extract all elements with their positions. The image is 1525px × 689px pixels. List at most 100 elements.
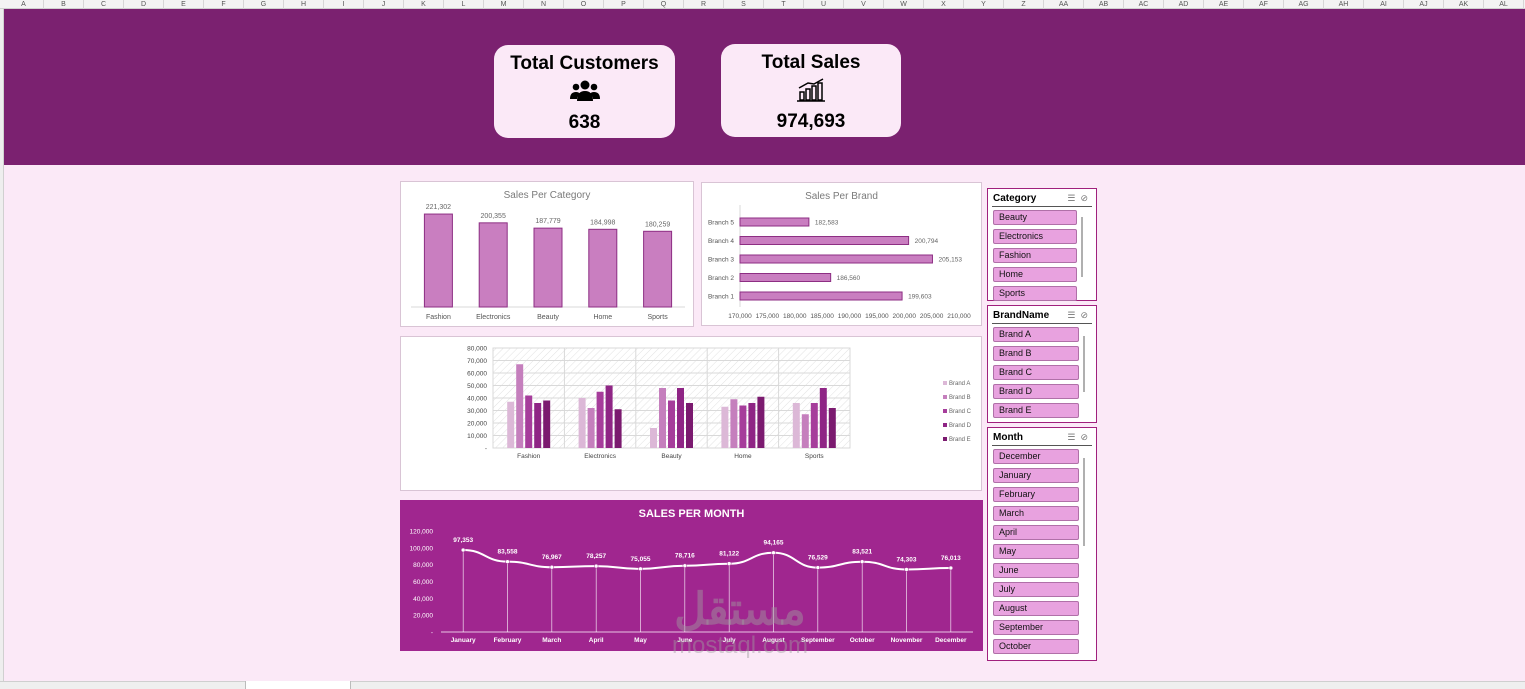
column-header-i[interactable]: I [324, 0, 364, 9]
slicer-category-item[interactable]: Electronics [993, 229, 1077, 244]
grouped-bar [516, 364, 524, 448]
column-header-ae[interactable]: AE [1204, 0, 1244, 9]
category-bar [478, 222, 508, 308]
slicer-brand-item[interactable]: Brand C [993, 365, 1079, 380]
slicer-brand[interactable]: BrandName ☰ ⊘ Brand A Brand B Brand C Brand… [987, 305, 1097, 423]
column-header-h[interactable]: H [284, 0, 324, 9]
chart-category-title: Sales Per Category [503, 190, 591, 201]
column-header-ac[interactable]: AC [1124, 0, 1164, 9]
column-header-ad[interactable]: AD [1164, 0, 1204, 9]
month-value-label: 76,967 [542, 554, 562, 561]
column-header-ak[interactable]: AK [1444, 0, 1484, 9]
column-header-n[interactable]: N [524, 0, 564, 9]
grouped-x-tick: Electronics [584, 453, 617, 460]
slicer-brand-item[interactable]: Brand E [993, 403, 1079, 418]
brand-tick-label: Branch 5 [708, 220, 734, 227]
month-value-label: 75,055 [631, 556, 651, 563]
slicer-month-item[interactable]: July [993, 582, 1079, 597]
column-header-c[interactable]: C [84, 0, 124, 9]
grouped-x-tick: Sports [805, 453, 825, 460]
slicer-category-item[interactable]: Sports [993, 286, 1077, 301]
brand-bar [739, 291, 903, 301]
column-header-f[interactable]: F [204, 0, 244, 9]
slicer-scrollbar[interactable] [1081, 217, 1083, 277]
column-header-aa[interactable]: AA [1044, 0, 1084, 9]
column-header-w[interactable]: W [884, 0, 924, 9]
slicer-category-item[interactable]: Fashion [993, 248, 1077, 263]
sales-growth-icon [797, 78, 825, 102]
slicer-brand-item[interactable]: Brand B [993, 346, 1079, 361]
slicer-scrollbar[interactable] [1083, 336, 1085, 392]
slicer-month-item[interactable]: March [993, 506, 1079, 521]
column-header-ag[interactable]: AG [1284, 0, 1324, 9]
month-point [726, 561, 732, 566]
multi-select-icon[interactable]: ☰ [1067, 310, 1076, 320]
column-header-o[interactable]: O [564, 0, 604, 9]
column-header-p[interactable]: P [604, 0, 644, 9]
column-header-j[interactable]: J [364, 0, 404, 9]
brand-axis-tick: 195,000 [865, 313, 889, 320]
slicer-month-item[interactable]: May [993, 544, 1079, 559]
column-header-d[interactable]: D [124, 0, 164, 9]
clear-filter-icon[interactable]: ⊘ [1080, 310, 1088, 320]
clear-filter-icon[interactable]: ⊘ [1080, 432, 1088, 442]
column-header-m[interactable]: M [484, 0, 524, 9]
slicer-brand-item[interactable]: Brand D [993, 384, 1079, 399]
multi-select-icon[interactable]: ☰ [1067, 432, 1076, 442]
column-header-b[interactable]: B [44, 0, 84, 9]
slicer-month[interactable]: Month ☰ ⊘ December January February March Ap… [987, 427, 1097, 661]
column-header-a[interactable]: A [4, 0, 44, 9]
column-header-y[interactable]: Y [964, 0, 1004, 9]
column-header-al[interactable]: AL [1484, 0, 1524, 9]
slicer-category-item[interactable]: Beauty [993, 210, 1077, 225]
slicer-category-item[interactable]: Home [993, 267, 1077, 282]
column-header-ah[interactable]: AH [1324, 0, 1364, 9]
column-header-l[interactable]: L [444, 0, 484, 9]
kpi-sales-title: Total Sales [761, 52, 861, 73]
month-y-tick: 20,000 [413, 613, 433, 620]
slicer-month-item[interactable]: September [993, 620, 1079, 635]
grouped-bar [739, 405, 747, 448]
chart-brand-by-category: 80,000 70,000 60,000 50,000 40,000 30,000 20,0… [400, 336, 982, 491]
column-header-e[interactable]: E [164, 0, 204, 9]
active-sheet-tab[interactable] [245, 681, 351, 689]
watermark-arabic: مستقل [674, 585, 806, 634]
slicer-month-item[interactable]: February [993, 487, 1079, 502]
clear-filter-icon[interactable]: ⊘ [1080, 193, 1088, 203]
slicer-month-item[interactable]: December [993, 449, 1079, 464]
slicer-scrollbar[interactable] [1083, 458, 1085, 546]
sheet-tab-bar [0, 681, 1525, 689]
column-header-v[interactable]: V [844, 0, 884, 9]
slicer-month-item[interactable]: April [993, 525, 1079, 540]
grouped-legend-swatch [943, 437, 947, 441]
chart-sales-per-month: SALES PER MONTH 120,000 100,000 80,000 60,0… [400, 500, 983, 651]
grouped-x-tick: Fashion [517, 453, 541, 460]
column-header-af[interactable]: AF [1244, 0, 1284, 9]
column-header-ai[interactable]: AI [1364, 0, 1404, 9]
category-bar-chart: 221,302 Fashion 200,355 Electronics 187,779 B… [411, 204, 685, 321]
slicer-category-title: Category [993, 193, 1037, 204]
multi-select-icon[interactable]: ☰ [1067, 193, 1076, 203]
column-header-ab[interactable]: AB [1084, 0, 1124, 9]
column-header-r[interactable]: R [684, 0, 724, 9]
column-header-z[interactable]: Z [1004, 0, 1044, 9]
month-series-line [463, 549, 951, 571]
slicer-month-item[interactable]: January [993, 468, 1079, 483]
slicer-month-item[interactable]: June [993, 563, 1079, 578]
column-header-q[interactable]: Q [644, 0, 684, 9]
column-header-aj[interactable]: AJ [1404, 0, 1444, 9]
grouped-y-tick: 60,000 [467, 371, 487, 378]
month-y-tick: - [431, 630, 433, 637]
slicer-month-item[interactable]: August [993, 601, 1079, 616]
slicer-category[interactable]: Category ☰ ⊘ Beauty Electronics Fashion Hom… [987, 188, 1097, 301]
brand-axis-tick: 180,000 [783, 313, 807, 320]
slicer-brand-item[interactable]: Brand A [993, 327, 1079, 342]
slicer-month-item[interactable]: October [993, 639, 1079, 654]
column-header-s[interactable]: S [724, 0, 764, 9]
column-header-x[interactable]: X [924, 0, 964, 9]
column-header-k[interactable]: K [404, 0, 444, 9]
column-header-t[interactable]: T [764, 0, 804, 9]
column-header-g[interactable]: G [244, 0, 284, 9]
column-header-u[interactable]: U [804, 0, 844, 9]
month-point [505, 559, 510, 564]
